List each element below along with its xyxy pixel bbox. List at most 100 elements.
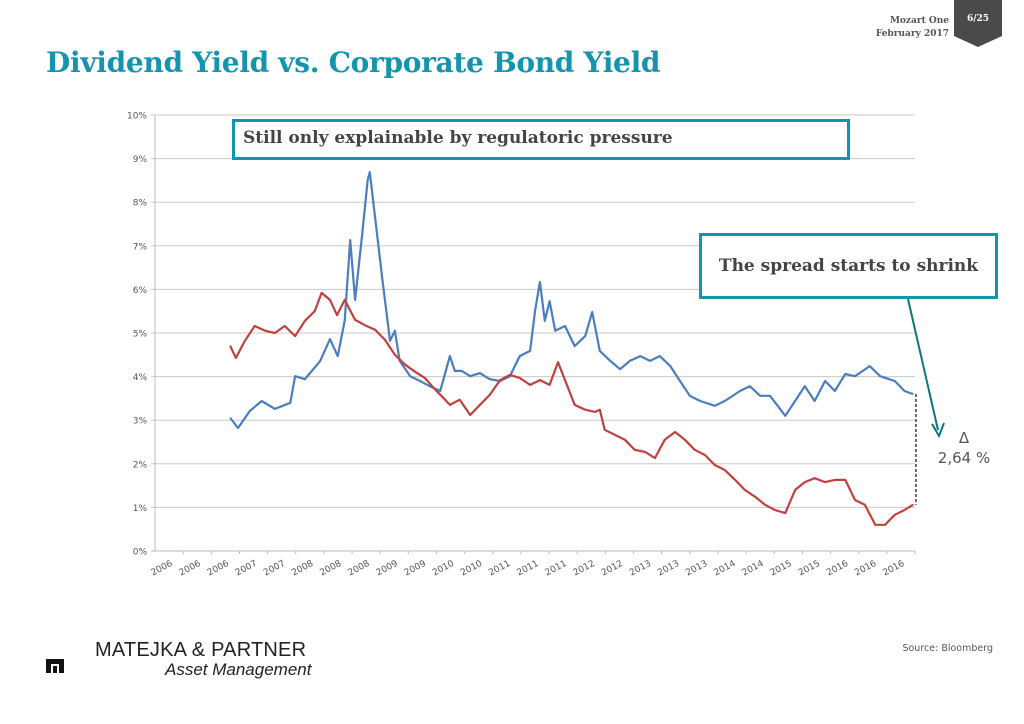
dividend-yield-point xyxy=(619,368,621,371)
dividend-yield-point xyxy=(294,375,296,378)
corporate-bond-yield-point xyxy=(488,394,491,396)
meta-date: February 2017 xyxy=(875,29,949,39)
dividend-yield-point xyxy=(319,360,322,362)
corporate-bond-yield-point xyxy=(336,314,338,316)
dividend-yield-point xyxy=(804,385,806,388)
dividend-yield-point xyxy=(394,330,396,332)
corporate-bond-yield-point xyxy=(518,377,521,379)
dividend-yield-point xyxy=(659,355,661,357)
page-indicator-badge: 6/25 xyxy=(954,0,1002,47)
dividend-yield-point xyxy=(469,375,472,378)
dividend-yield-point xyxy=(879,375,881,378)
dividend-yield-point xyxy=(868,365,871,367)
x-tick-label: 2012 xyxy=(572,559,597,579)
corporate-bond-yield-point xyxy=(364,324,366,327)
x-tick-label: 2014 xyxy=(713,559,738,579)
dividend-yield-point xyxy=(794,400,796,402)
dividend-yield-point xyxy=(599,350,601,352)
dividend-yield-point xyxy=(249,410,251,412)
dividend-yield-point xyxy=(449,355,451,357)
corporate-bond-yield-point xyxy=(469,414,472,416)
dividend-yield-point xyxy=(629,360,631,362)
y-tick-label: 5% xyxy=(133,330,148,340)
spread-delta-label: Δ 2,64 % xyxy=(928,428,1000,468)
x-tick-label: 2016 xyxy=(853,559,878,579)
dividend-yield-point xyxy=(329,338,331,340)
dividend-yield-point xyxy=(591,311,593,313)
corporate-bond-yield-point xyxy=(684,439,686,441)
dividend-yield-point xyxy=(669,365,672,367)
x-tick-label: 2010 xyxy=(459,559,484,579)
dividend-yield-point xyxy=(454,370,456,372)
x-tick-label: 2013 xyxy=(628,559,653,579)
corporate-bond-yield-point xyxy=(654,457,656,459)
dividend-yield-point xyxy=(573,345,576,347)
corporate-bond-yield-point xyxy=(548,384,551,386)
dividend-yield-point xyxy=(488,378,491,381)
corporate-bond-yield-point xyxy=(557,361,559,364)
x-tick-label: 2012 xyxy=(600,559,625,579)
dividend-yield-point xyxy=(479,372,481,374)
corporate-bond-yield-point xyxy=(834,479,836,481)
corporate-bond-yield-point xyxy=(414,371,416,373)
dividend-yield-point xyxy=(554,330,556,332)
corporate-bond-yield-point xyxy=(693,449,696,451)
dividend-yield-point xyxy=(304,378,306,381)
dividend-yield-point xyxy=(679,380,681,382)
corporate-bond-yield-point xyxy=(374,329,377,331)
dividend-yield-point xyxy=(894,380,896,382)
dividend-yield-point xyxy=(564,325,566,327)
dividend-yield-line xyxy=(229,171,914,430)
slide-meta: Mozart One February 2017 xyxy=(876,15,949,41)
corporate-bond-yield-point xyxy=(844,479,847,481)
x-tick-label: 2007 xyxy=(262,559,287,579)
corporate-bond-yield-point xyxy=(313,310,316,313)
dividend-yield-point xyxy=(374,218,377,220)
dividend-yield-point xyxy=(912,393,914,395)
y-tick-label: 2% xyxy=(133,460,148,470)
dividend-yield-point xyxy=(343,320,346,322)
x-tick-label: 2011 xyxy=(487,559,512,579)
corporate-bond-yield-point xyxy=(354,319,356,321)
y-tick-label: 1% xyxy=(133,504,148,514)
dividend-yield-point xyxy=(389,340,391,342)
corporate-bond-yield-point xyxy=(320,292,323,294)
corporate-bond-yield-point xyxy=(479,404,481,406)
corporate-bond-yield-point xyxy=(394,354,396,356)
dividend-yield-point xyxy=(366,179,369,181)
dividend-yield-point xyxy=(439,390,442,392)
corporate-bond-yield-point xyxy=(864,504,866,506)
corporate-bond-yield-point xyxy=(584,408,586,411)
corporate-bond-yield-point xyxy=(264,330,267,332)
corporate-bond-yield-point xyxy=(723,469,726,471)
corporate-bond-yield-point xyxy=(564,379,566,381)
page-badge-shape xyxy=(954,0,1002,47)
corporate-bond-yield-line xyxy=(229,291,914,526)
x-tick-label: 2008 xyxy=(347,559,372,579)
dividend-yield-point xyxy=(381,278,384,280)
corporate-bond-yield-point xyxy=(274,332,276,334)
dividend-yield-point xyxy=(409,375,412,378)
y-tick-label: 9% xyxy=(133,155,148,165)
x-tick-label: 2008 xyxy=(318,559,343,579)
y-tick-label: 0% xyxy=(133,548,148,558)
corporate-bond-yield-point xyxy=(813,477,816,480)
y-tick-label: 4% xyxy=(133,373,148,383)
corporate-bond-yield-point xyxy=(404,364,407,366)
corporate-bond-yield-point xyxy=(235,357,237,359)
x-tick-label: 2013 xyxy=(684,559,709,579)
delta-symbol: Δ xyxy=(958,429,970,447)
chart-annotations xyxy=(907,298,945,505)
dividend-yield-point xyxy=(237,427,239,429)
y-axis-ticks: 0% 1% 2% 3% 4% 5% 6% 7% 8% 9% 10% xyxy=(127,112,147,558)
dividend-yield-point xyxy=(749,385,751,388)
page-number: 6/25 xyxy=(966,14,990,24)
x-tick-label: 2010 xyxy=(431,559,456,579)
corporate-bond-yield-point xyxy=(599,408,601,411)
meta-presentation-name: Mozart One xyxy=(889,16,949,26)
dividend-yield-point xyxy=(419,380,421,382)
dividend-yield-point xyxy=(369,171,371,173)
corporate-bond-yield-point xyxy=(603,429,606,431)
dividend-yield-point xyxy=(689,395,691,397)
